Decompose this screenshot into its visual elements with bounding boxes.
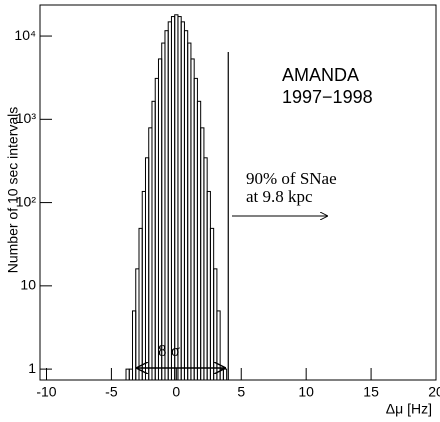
x-tick-label: 5 [237, 384, 245, 400]
x-tick-label: 0 [172, 384, 180, 400]
x-tick-label: -5 [105, 384, 118, 400]
bar [222, 368, 228, 381]
x-tick-label: 20 [428, 384, 440, 400]
y-tick-label: 10 [20, 277, 36, 293]
annotation: 1997−1998 [282, 87, 373, 107]
plot-frame [39, 4, 437, 381]
y-tick-label: 10⁴ [14, 27, 36, 43]
y-tick-label: 10² [16, 193, 37, 209]
x-tick-label: -10 [36, 384, 56, 400]
y-tick-label: 1 [28, 360, 36, 376]
bar [216, 310, 221, 381]
annotation: 90% of SNae [246, 169, 337, 188]
y-tick-label: 10³ [16, 110, 37, 126]
annotation: at 9.8 kpc [246, 187, 313, 206]
annotation: AMANDA [282, 65, 359, 85]
x-tick-label: 10 [298, 384, 314, 400]
x-axis-label: Δμ [Hz] [386, 401, 432, 417]
x-tick-label: 15 [363, 384, 379, 400]
y-axis-label: Number of 10 sec intervals [5, 107, 21, 274]
